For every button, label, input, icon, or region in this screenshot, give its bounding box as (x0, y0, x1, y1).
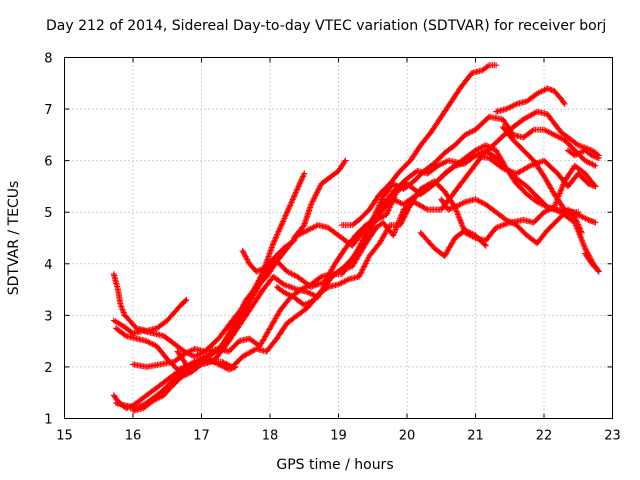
y-tick-label: 7 (44, 103, 52, 118)
series-track-10 (110, 271, 190, 334)
series-track-8 (338, 62, 500, 229)
series-track-3 (130, 162, 599, 414)
y-tick-label: 6 (44, 155, 52, 170)
series-track-11 (174, 348, 239, 373)
x-tick-label: 18 (262, 429, 279, 444)
series-track-16 (499, 124, 585, 236)
x-tick-label: 23 (604, 429, 621, 444)
x-tick-label: 17 (193, 429, 210, 444)
x-axis-label: GPS time / hours (276, 457, 394, 473)
x-tick-label: 15 (56, 429, 73, 444)
series-track-18 (582, 250, 602, 275)
series-track-17 (565, 147, 602, 162)
x-tick-label: 19 (330, 429, 347, 444)
x-tick-label: 20 (399, 429, 416, 444)
y-tick-label: 2 (44, 361, 52, 376)
y-tick-label: 3 (44, 309, 52, 324)
y-tick-label: 5 (44, 206, 52, 221)
x-tick-label: 21 (467, 429, 484, 444)
x-tick-label: 16 (125, 429, 142, 444)
series-track-13 (438, 196, 599, 247)
y-axis-label: SDTVAR / TECUs (6, 180, 22, 296)
y-tick-label: 1 (44, 413, 52, 428)
x-tick-label: 22 (536, 429, 553, 444)
chart-title: Day 212 of 2014, Sidereal Day-to-day VTE… (46, 18, 607, 34)
series-track-15 (493, 85, 568, 115)
series-track-7 (273, 147, 582, 308)
y-tick-label: 8 (44, 52, 52, 67)
data-series (110, 62, 602, 414)
series-track-12 (239, 237, 297, 275)
y-tick-label: 4 (44, 258, 52, 273)
series-track-14 (417, 227, 489, 259)
